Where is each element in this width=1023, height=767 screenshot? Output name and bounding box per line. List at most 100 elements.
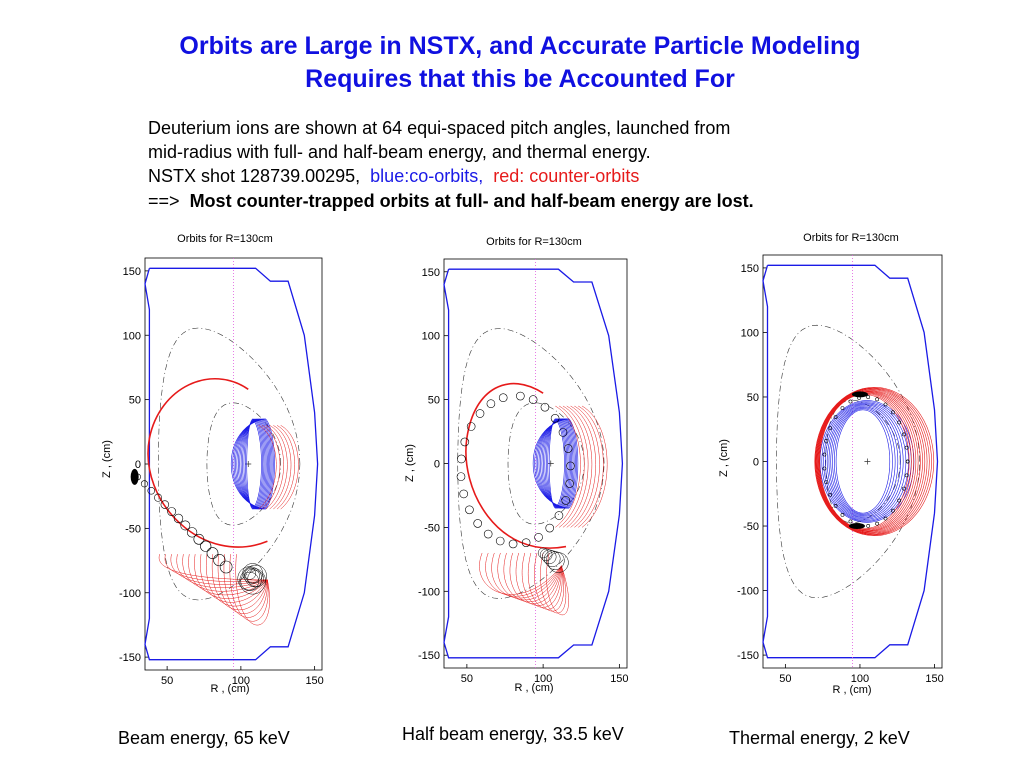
- gyro-orbit-marker: [186, 527, 198, 538]
- counter-orbit-lost: [147, 378, 268, 548]
- y-axis-label: Z , (cm): [718, 439, 730, 477]
- gyro-orbit-marker: [824, 480, 829, 485]
- gyro-orbit-marker: [237, 566, 262, 591]
- y-tick-label: -100: [737, 586, 759, 598]
- gyro-orbit-marker: [245, 568, 260, 584]
- gyro-orbit-marker: [901, 486, 906, 491]
- gyro-orbit-marker: [456, 472, 466, 481]
- gyro-orbit-marker: [875, 397, 879, 402]
- flux-surface-outer: [157, 327, 301, 601]
- co-orbits-legend: blue:co-orbits,: [370, 166, 484, 186]
- plot-title: Orbits for R=130cm: [486, 236, 582, 248]
- gyro-orbit-marker: [541, 549, 557, 565]
- gyro-orbit-marker: [486, 399, 496, 409]
- vessel-wall: [443, 268, 624, 659]
- x-tick-label: 50: [779, 673, 791, 685]
- y-tick-label: -150: [418, 650, 440, 662]
- counter-orbits-legend: red: counter-orbits: [493, 166, 640, 186]
- counter-orbit: [534, 552, 564, 612]
- gyro-orbit-marker: [875, 521, 879, 526]
- gyro-orbit-marker: [833, 415, 838, 420]
- x-axis-label: R , (cm): [514, 682, 553, 694]
- counter-orbit: [815, 388, 928, 535]
- gyro-orbit-marker: [200, 540, 212, 552]
- y-tick-label: 100: [741, 327, 759, 339]
- y-tick-label: 150: [422, 267, 440, 279]
- gyro-orbit-marker: [460, 437, 470, 447]
- gyro-orbit-marker: [905, 459, 910, 464]
- x-tick-label: 100: [534, 673, 552, 685]
- description-line-3: NSTX shot 128739.00295, blue:co-orbits, …: [148, 164, 639, 188]
- gyro-orbit-marker: [247, 570, 264, 587]
- plot-title: Orbits for R=130cm: [803, 232, 899, 244]
- counter-orbit: [817, 390, 921, 533]
- co-orbit: [245, 418, 264, 510]
- co-orbit: [544, 418, 569, 509]
- gyro-orbit-marker: [866, 524, 871, 528]
- counter-orbit: [491, 552, 562, 599]
- co-orbit: [546, 418, 568, 509]
- counter-orbit: [814, 387, 932, 536]
- y-axis-label: Z , (cm): [101, 440, 113, 478]
- co-orbit: [547, 418, 566, 509]
- magnetic-axis-marker: [245, 461, 252, 467]
- y-tick-label: 50: [428, 395, 440, 407]
- gyro-orbit-marker: [848, 399, 853, 404]
- gyro-orbit-marker: [866, 395, 871, 399]
- counter-orbit: [276, 425, 295, 510]
- y-tick-label: 100: [123, 330, 141, 342]
- gyro-orbit-marker: [883, 516, 888, 521]
- counter-orbit: [814, 386, 935, 537]
- gyro-orbit-marker: [219, 560, 233, 574]
- gyro-orbit-marker: [147, 486, 156, 495]
- co-orbit: [242, 418, 266, 510]
- counter-orbit: [521, 552, 562, 608]
- gyro-orbit-marker: [193, 533, 205, 545]
- gyro-orbit-marker: [540, 402, 550, 412]
- counter-orbit: [546, 552, 569, 615]
- x-tick-label: 150: [610, 673, 628, 685]
- gyro-orbit-marker: [548, 552, 569, 573]
- orbit-plot-half-beam: Orbits for R=130cm R , (cm) Z , (cm) 50 1…: [404, 236, 629, 694]
- counter-orbit: [818, 392, 917, 531]
- x-tick-label: 50: [461, 673, 473, 685]
- plot-title: Orbits for R=130cm: [177, 233, 273, 245]
- co-orbit: [834, 408, 893, 515]
- gyro-orbit-marker: [891, 410, 895, 415]
- y-tick-label: 50: [129, 395, 141, 407]
- counter-orbit: [217, 554, 268, 614]
- y-tick-label: 0: [434, 459, 440, 471]
- y-axis-label: Z , (cm): [404, 444, 416, 482]
- co-orbit: [828, 405, 901, 518]
- counter-orbit: [235, 554, 270, 626]
- gyro-orbit-marker: [561, 496, 571, 505]
- counter-orbit: [273, 425, 292, 510]
- y-tick-label: 0: [135, 459, 141, 471]
- co-orbit: [532, 418, 579, 509]
- y-tick-label: 100: [422, 331, 440, 343]
- y-tick-label: -100: [119, 588, 141, 600]
- y-tick-label: -50: [424, 522, 440, 534]
- flux-surface-inner: [206, 402, 281, 526]
- gyro-orbit-marker: [822, 452, 827, 457]
- x-axis-label: R , (cm): [832, 684, 871, 696]
- y-tick-label: 150: [741, 263, 759, 275]
- gyro-orbit-marker: [848, 519, 853, 524]
- gyro-orbit-marker: [243, 567, 256, 580]
- y-tick-label: 50: [747, 392, 759, 404]
- particle-cluster-top: [851, 391, 868, 398]
- gyro-orbit-marker: [495, 536, 505, 546]
- gyro-orbit-marker: [824, 438, 829, 443]
- gyro-orbit-marker: [516, 391, 525, 401]
- gyro-orbit-marker: [840, 513, 845, 517]
- gyro-orbit-marker: [566, 461, 575, 471]
- gyro-orbit-marker: [891, 508, 895, 513]
- gyro-orbit-marker: [466, 422, 476, 431]
- gyro-orbit-marker: [213, 553, 226, 567]
- gyro-orbit-marker: [828, 492, 833, 497]
- gyro-orbit-marker: [154, 493, 163, 502]
- gyro-orbit-marker: [457, 454, 466, 464]
- x-tick-label: 50: [161, 675, 173, 687]
- gyro-orbit-marker: [465, 505, 474, 515]
- gyro-orbit-marker: [897, 498, 902, 503]
